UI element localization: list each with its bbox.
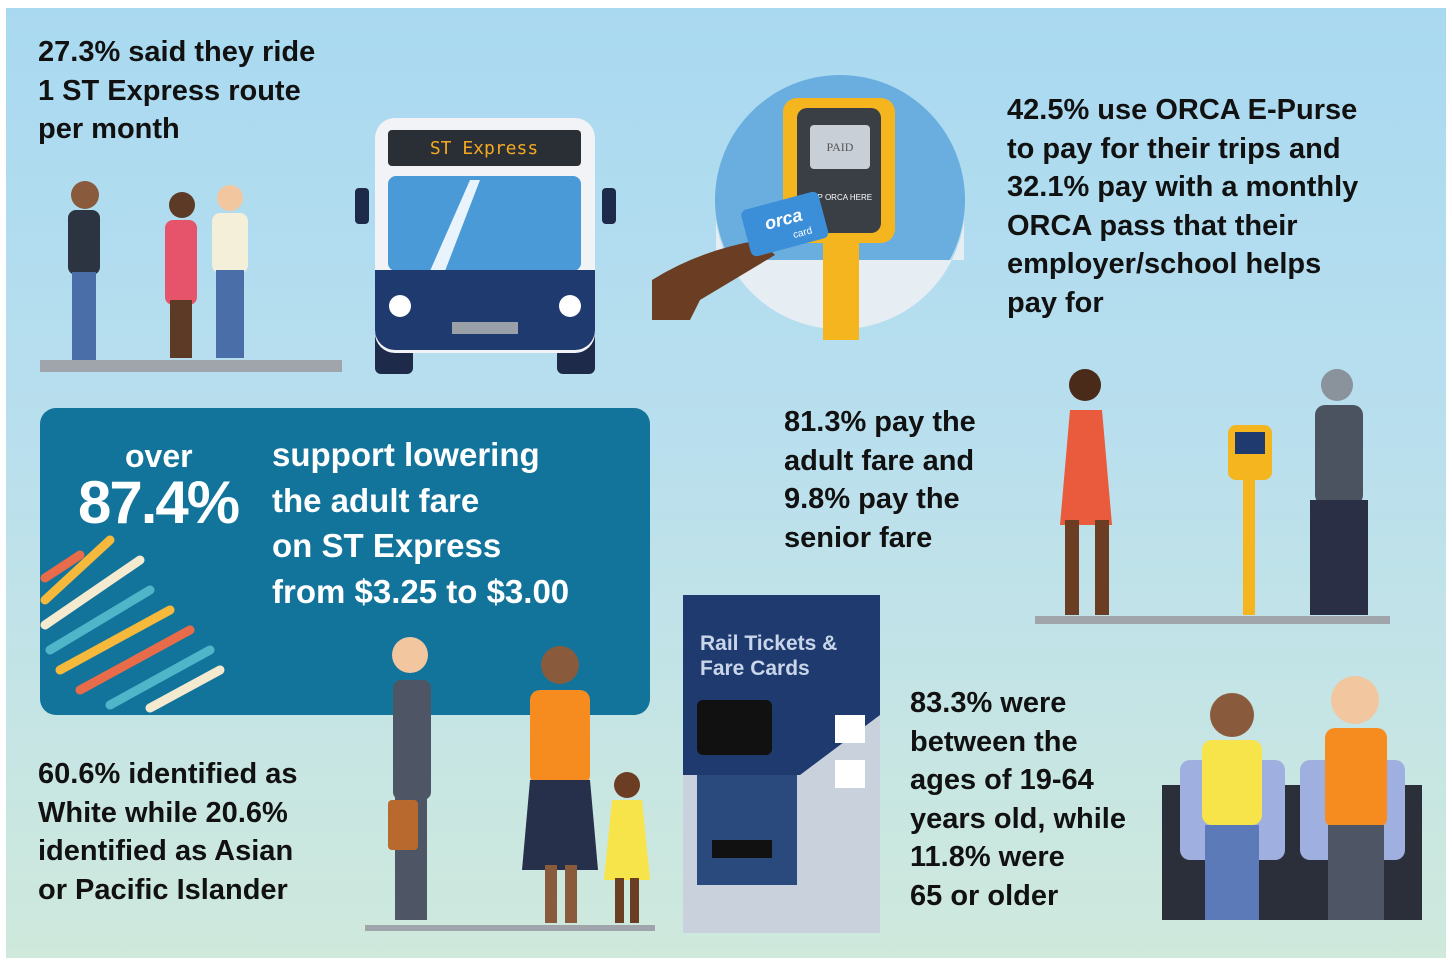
stat-line: 81.3% pay the (784, 403, 976, 442)
stat-line: per month (38, 110, 315, 149)
stat-block: 60.6% identified as White while 20.6% id… (38, 755, 298, 909)
stat-block: 27.3% said they ride 1 ST Express route … (38, 33, 315, 149)
stat-line: employer/school helps (1007, 245, 1358, 284)
kiosk-sign-line: Fare Cards (700, 657, 810, 680)
riders (68, 181, 248, 360)
kiosk-sign-line: Rail Tickets & (700, 632, 837, 655)
stat-line: adult fare and (784, 442, 976, 481)
highlight-line: from $3.25 to $3.00 (272, 569, 569, 615)
stat-line: senior fare (784, 519, 976, 558)
stat-line: 27.3% said they ride (38, 33, 315, 72)
highlight-line: the adult fare (272, 478, 569, 524)
stat-line: 42.5% use ORCA E-Purse (1007, 91, 1358, 130)
stat-line: White while 20.6% (38, 794, 298, 833)
infographic: ST Express PAID TAP ORCA HERE orca card (0, 0, 1452, 964)
bus-sign: ST Express (430, 138, 538, 159)
reader-screen: PAID (827, 140, 854, 154)
stat-line: 83.3% were (910, 684, 1126, 723)
highlight-figure: 87.4% (78, 468, 238, 537)
stat-line: 9.8% pay the (784, 480, 976, 519)
highlight-text: support lowering the adult fare on ST Ex… (272, 432, 569, 614)
stat-line: years old, while (910, 800, 1126, 839)
seated-riders (1162, 676, 1422, 920)
bus: ST Express (355, 118, 616, 374)
stat-line: ORCA pass that their (1007, 207, 1358, 246)
stat-line: or Pacific Islander (38, 871, 298, 910)
stat-block: 81.3% pay the adult fare and 9.8% pay th… (784, 403, 976, 557)
card-reader: PAID TAP ORCA HERE orca card (652, 75, 965, 340)
ground (40, 360, 342, 372)
stat-line: 32.1% pay with a monthly (1007, 168, 1358, 207)
ticket-kiosk: Rail Tickets & Fare Cards (683, 595, 880, 933)
stat-line: between the (910, 723, 1126, 762)
stat-line: 1 ST Express route (38, 72, 315, 111)
stat-block: 83.3% were between the ages of 19-64 yea… (910, 684, 1126, 915)
stat-line: pay for (1007, 284, 1358, 323)
stat-line: to pay for their trips and (1007, 130, 1358, 169)
stat-line: ages of 19-64 (910, 761, 1126, 800)
stat-line: 11.8% were (910, 838, 1126, 877)
stat-line: 60.6% identified as (38, 755, 298, 794)
highlight-line: on ST Express (272, 523, 569, 569)
stat-line: 65 or older (910, 877, 1126, 916)
stat-line: identified as Asian (38, 832, 298, 871)
stat-block: 42.5% use ORCA E-Purse to pay for their … (1007, 91, 1358, 322)
highlight-line: support lowering (272, 432, 569, 478)
fare-tappers (1035, 369, 1390, 624)
